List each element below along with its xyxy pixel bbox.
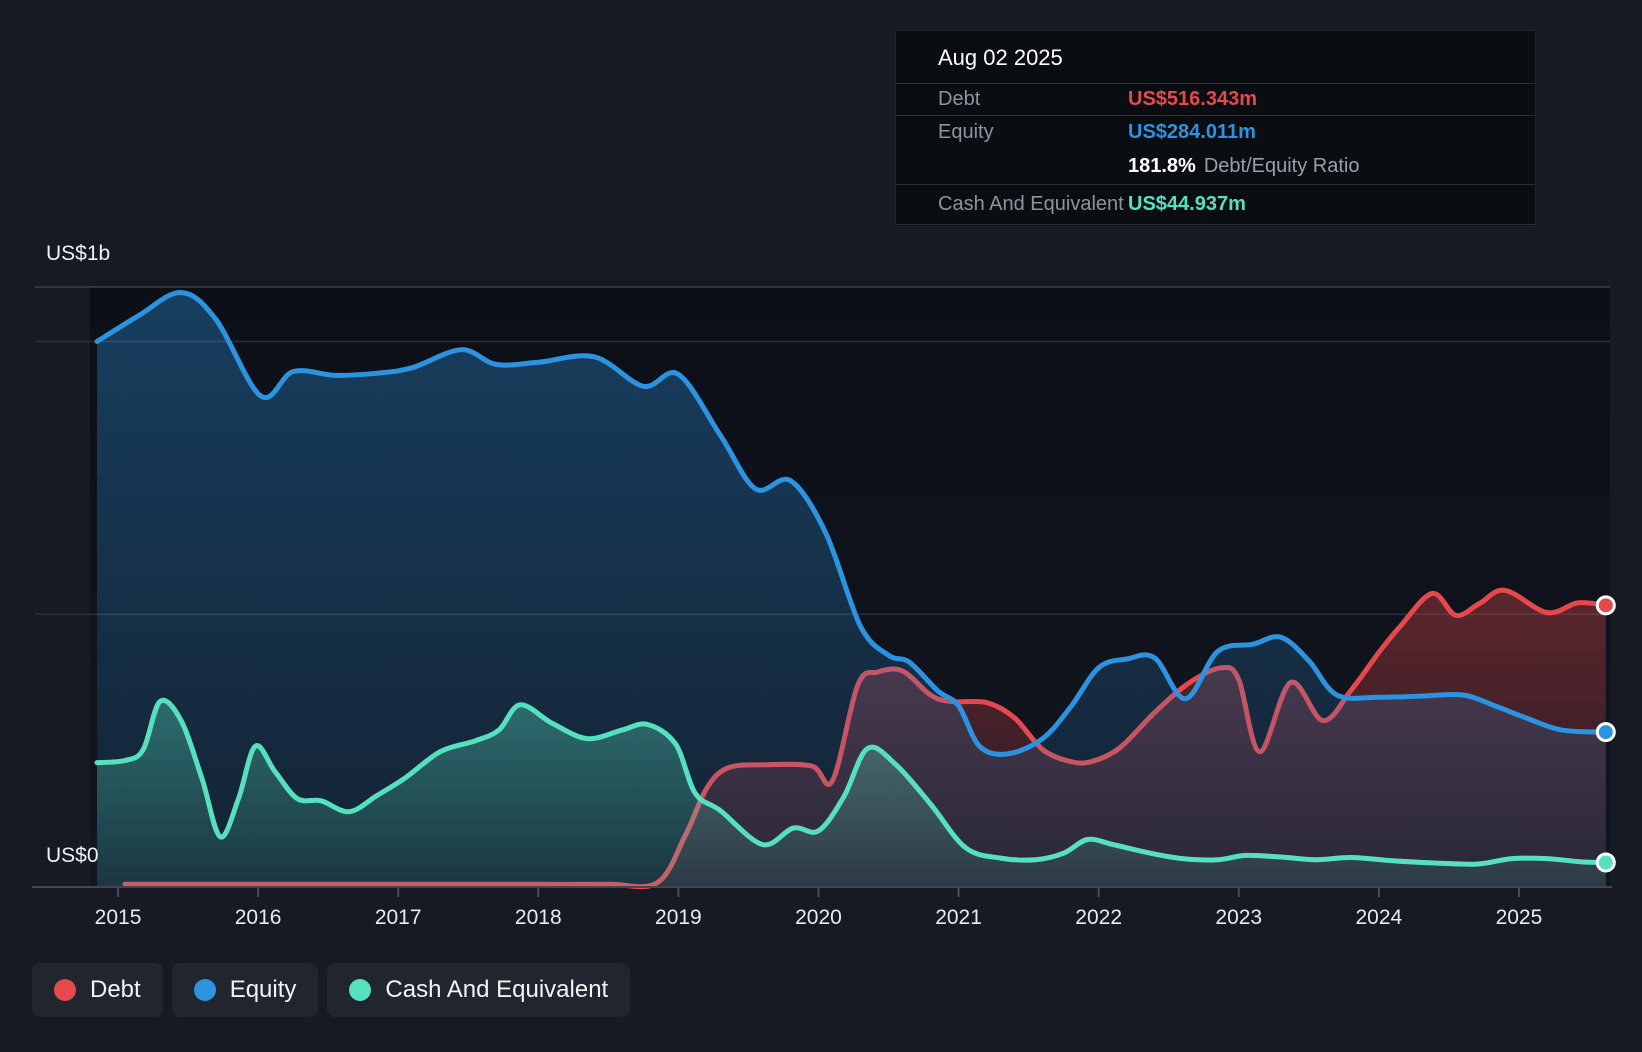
y-axis-label-bottom: US$0 [46,844,99,867]
tooltip-value-equity: US$284.011m [1128,121,1256,143]
legend-item-equity[interactable]: Equity [171,963,319,1017]
y-axis-label-top: US$1b [46,242,110,265]
x-tick-label-2019: 2019 [655,906,702,929]
cash-series-dot-icon [349,979,372,1001]
x-tick-label-2023: 2023 [1215,906,1262,929]
x-tick-label-2018: 2018 [515,906,562,929]
legend-label-debt: Debt [90,976,141,1003]
x-tick-label-2025: 2025 [1496,906,1543,929]
debt-series-dot-icon [54,979,76,1001]
chart-legend: Debt Equity Cash And Equivalent [32,963,631,1017]
tooltip-ratio-label: Debt/Equity Ratio [1203,155,1360,177]
x-tick-label-2015: 2015 [95,906,142,929]
tooltip-date: Aug 02 2025 [896,31,1535,84]
chart-tooltip: Aug 02 2025 Debt US$516.343m Equity US$2… [895,30,1536,227]
equity-endpoint-marker[interactable] [1595,722,1616,743]
tooltip-row-cash: Cash And Equivalent US$44.937m [896,185,1535,225]
tooltip-value-debt: US$516.343m [1128,88,1257,110]
x-tick-label-2024: 2024 [1355,906,1402,929]
tooltip-row-debt: Debt US$516.343m [896,84,1535,116]
cash-endpoint-marker[interactable] [1595,852,1616,873]
equity-area [97,292,1606,887]
tooltip-value-cash: US$44.937m [1128,193,1246,215]
x-tick-label-2020: 2020 [795,906,842,929]
tooltip-row-ratio: 181.8% Debt/Equity Ratio [896,149,1535,185]
x-tick-label-2022: 2022 [1075,906,1122,929]
legend-label-equity: Equity [229,976,297,1003]
x-tick-label-2017: 2017 [375,906,422,929]
tooltip-label-debt: Debt [938,88,981,110]
legend-label-cash: Cash And Equivalent [385,976,609,1003]
tooltip-row-equity: Equity US$284.011m [896,116,1535,149]
tooltip-label-equity: Equity [938,121,994,143]
legend-item-debt[interactable]: Debt [32,963,163,1017]
cash-line[interactable] [94,697,1609,867]
equity-line[interactable] [94,290,1609,757]
x-tick-label-2016: 2016 [235,906,282,929]
legend-item-cash[interactable]: Cash And Equivalent [327,963,631,1017]
cash-area [97,700,1606,887]
debt-endpoint-marker[interactable] [1595,595,1616,616]
x-tick-label-2021: 2021 [935,906,982,929]
equity-series-dot-icon [193,979,216,1001]
tooltip-label-cash: Cash And Equivalent [938,193,1124,215]
tooltip-ratio-value: 181.8% [1128,155,1196,177]
